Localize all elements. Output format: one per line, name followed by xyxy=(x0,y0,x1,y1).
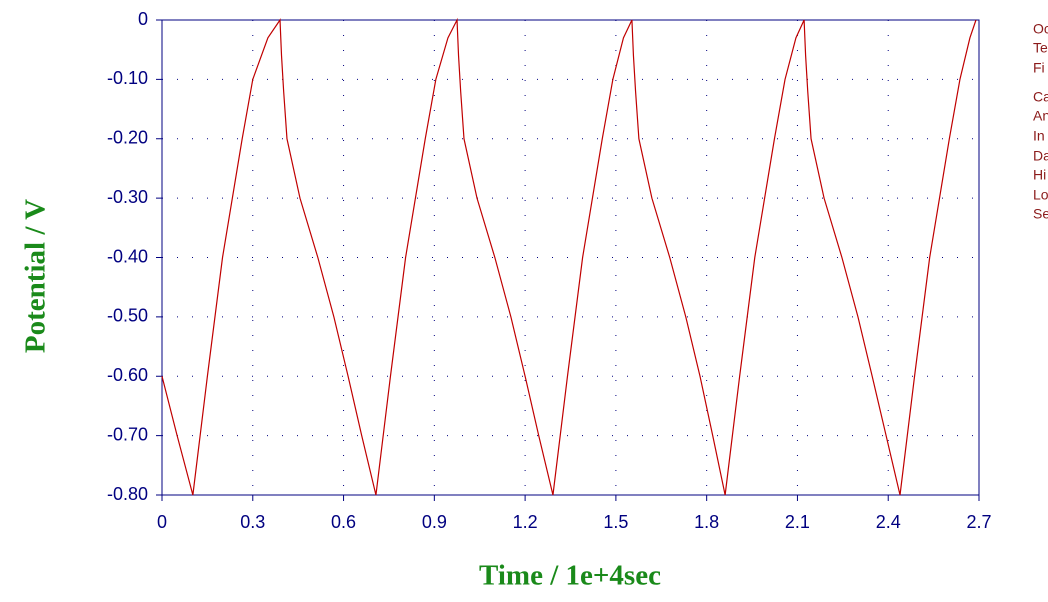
info-text: Oc xyxy=(1033,21,1048,37)
y-tick-label: -0.30 xyxy=(107,187,148,207)
plot-frame xyxy=(161,19,980,496)
info-text: An xyxy=(1033,108,1048,124)
x-tick-label: 0 xyxy=(157,512,167,532)
info-text: Ca xyxy=(1033,89,1048,105)
x-tick-label: 2.4 xyxy=(876,512,901,532)
y-tick-label: 0 xyxy=(138,9,148,29)
y-axis-title: Potential / V xyxy=(20,199,52,353)
y-tick-label: -0.20 xyxy=(107,128,148,148)
x-tick-label: 2.1 xyxy=(785,512,810,532)
x-tick-label: 1.8 xyxy=(694,512,719,532)
x-tick-label: 0.3 xyxy=(240,512,265,532)
x-tick-label: 0.9 xyxy=(422,512,447,532)
info-text: Da xyxy=(1033,148,1048,164)
y-tick-label: -0.80 xyxy=(107,484,148,504)
data-line xyxy=(161,17,977,496)
info-text: In xyxy=(1033,128,1045,144)
y-tick-label: -0.10 xyxy=(107,68,148,88)
info-text: Hi xyxy=(1033,167,1046,183)
x-tick-label: 2.7 xyxy=(966,512,991,532)
x-tick-label: 1.5 xyxy=(603,512,628,532)
y-tick-label: -0.70 xyxy=(107,424,148,444)
x-axis-title: Time / 1e+4sec xyxy=(479,560,661,592)
x-tick-label: 0.6 xyxy=(331,512,356,532)
y-tick-label: -0.40 xyxy=(107,246,148,266)
info-text: Lo xyxy=(1033,187,1048,203)
info-text: Se xyxy=(1033,206,1048,222)
info-text: Fi xyxy=(1033,60,1045,76)
info-text: Te xyxy=(1033,40,1048,56)
y-tick-label: -0.50 xyxy=(107,306,148,326)
y-tick-label: -0.60 xyxy=(107,365,148,385)
x-tick-label: 1.2 xyxy=(513,512,538,532)
